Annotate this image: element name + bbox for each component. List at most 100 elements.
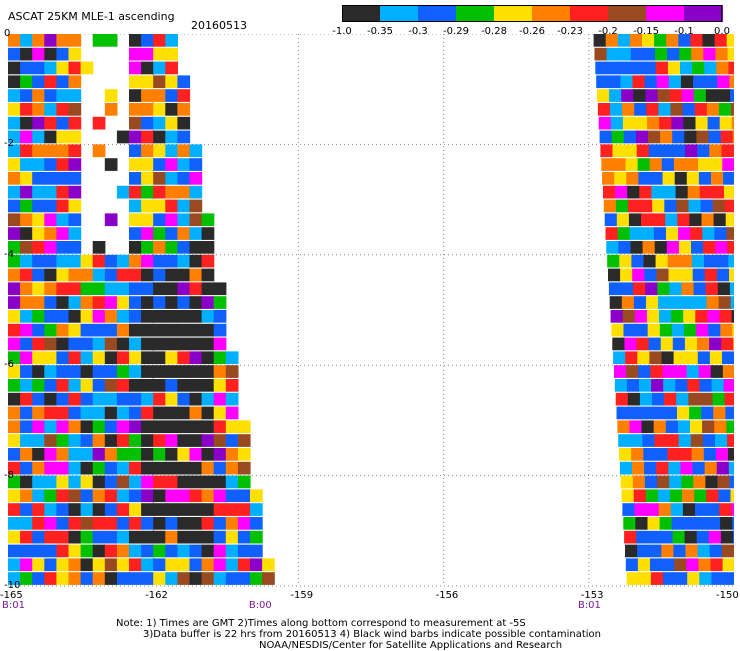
x-tick-label: -153 (580, 590, 604, 601)
heatmap-cell (116, 254, 130, 268)
heatmap-cell (80, 517, 94, 530)
heatmap-cell (719, 310, 733, 323)
heatmap-cell (614, 365, 627, 378)
heatmap-cell (706, 489, 719, 503)
heatmap-cell (638, 365, 651, 378)
heatmap-cell (673, 158, 687, 171)
heatmap-cell (68, 172, 82, 185)
y-tick-label: 0 (4, 28, 11, 39)
heatmap-cell (201, 365, 215, 378)
heatmap-cell (32, 116, 45, 130)
heatmap-cell (104, 503, 118, 516)
heatmap-cell (727, 241, 734, 254)
heatmap-cell (645, 282, 658, 296)
heatmap-cell (213, 392, 227, 406)
colorbar-tick-label: 0.0 (714, 26, 730, 37)
colorbar-tick-label: -0.29 (443, 26, 469, 37)
heatmap-cell (604, 213, 618, 227)
heatmap-cell (68, 530, 82, 544)
heatmap-cell (673, 544, 687, 558)
heatmap-cell (44, 365, 57, 378)
heatmap-cell (56, 475, 70, 489)
heatmap-cell (20, 310, 33, 323)
heatmap-cell (677, 213, 690, 227)
heatmap-cell (165, 392, 178, 406)
heatmap-cell (44, 392, 57, 406)
heatmap-cell (636, 530, 649, 544)
heatmap-cell (20, 268, 33, 282)
heatmap-cell (672, 337, 686, 351)
heatmap-cell (201, 227, 215, 240)
heatmap-cell (56, 158, 70, 171)
heatmap-cell (721, 544, 734, 558)
colorbar-tick-label: -0.26 (519, 26, 545, 37)
heatmap-cell (657, 475, 670, 489)
heatmap-cell (728, 61, 734, 75)
heatmap-cell (56, 213, 70, 227)
heatmap-cell (189, 227, 203, 240)
heatmap-cell (688, 199, 702, 213)
heatmap-cell (250, 503, 263, 516)
heatmap-cell (639, 185, 652, 199)
heatmap-cell (686, 558, 699, 572)
heatmap-cell (141, 310, 154, 323)
heatmap-cell (153, 47, 166, 61)
heatmap-cell (733, 337, 734, 351)
heatmap-cell (8, 530, 21, 544)
heatmap-cell (626, 365, 639, 378)
heatmap-cell (640, 406, 654, 420)
heatmap-cell (623, 323, 637, 337)
heatmap-cell (165, 503, 178, 516)
heatmap-cell (720, 530, 734, 544)
heatmap-cell (8, 254, 21, 268)
heatmap-cell (698, 558, 712, 572)
heatmap-cell (56, 530, 70, 544)
heatmap-cell (32, 337, 45, 351)
heatmap-cell (710, 365, 724, 378)
heatmap-cell (92, 351, 106, 365)
heatmap-cell (189, 434, 203, 447)
heatmap-cell (32, 544, 45, 558)
heatmap-cell (684, 130, 697, 144)
heatmap-cell (201, 323, 215, 337)
heatmap-cell (129, 572, 142, 585)
heatmap-cell (704, 268, 718, 282)
heatmap-cell (608, 75, 621, 89)
heatmap-cell (141, 172, 154, 185)
heatmap-cell (32, 323, 45, 337)
heatmap-cell (80, 379, 94, 392)
heatmap-cell (165, 116, 178, 130)
heatmap-cell (715, 47, 729, 61)
heatmap-cell (691, 254, 705, 268)
heatmap-cell (104, 254, 118, 268)
heatmap-cell (92, 461, 106, 475)
heatmap-cell (669, 475, 682, 489)
heatmap-cell (129, 34, 142, 47)
heatmap-cell (722, 351, 734, 365)
heatmap-cell (141, 392, 154, 406)
heatmap-cell (629, 227, 643, 240)
heatmap-cell (213, 558, 227, 572)
heatmap-cell (608, 282, 622, 296)
heatmap-cell (116, 392, 130, 406)
heatmap-cell (663, 185, 677, 199)
heatmap-cell (116, 461, 130, 475)
heatmap-cell (654, 241, 668, 254)
heatmap-cell (20, 392, 33, 406)
heatmap-cell (647, 116, 660, 130)
heatmap-cell (611, 323, 625, 337)
heatmap-cell (153, 282, 166, 296)
heatmap-cell (32, 254, 45, 268)
heatmap-cell (634, 503, 648, 516)
heatmap-cell (614, 172, 627, 185)
heatmap-cell (729, 282, 734, 296)
heatmap-cell (141, 351, 154, 365)
heatmap-cell (658, 103, 672, 116)
heatmap-cell (20, 130, 33, 144)
heatmap-cell (603, 199, 617, 213)
heatmap-cell (104, 475, 118, 489)
heatmap-cell (116, 282, 130, 296)
heatmap-cell (165, 434, 178, 447)
heatmap-cell (693, 475, 706, 489)
heatmap-cell (708, 323, 721, 337)
